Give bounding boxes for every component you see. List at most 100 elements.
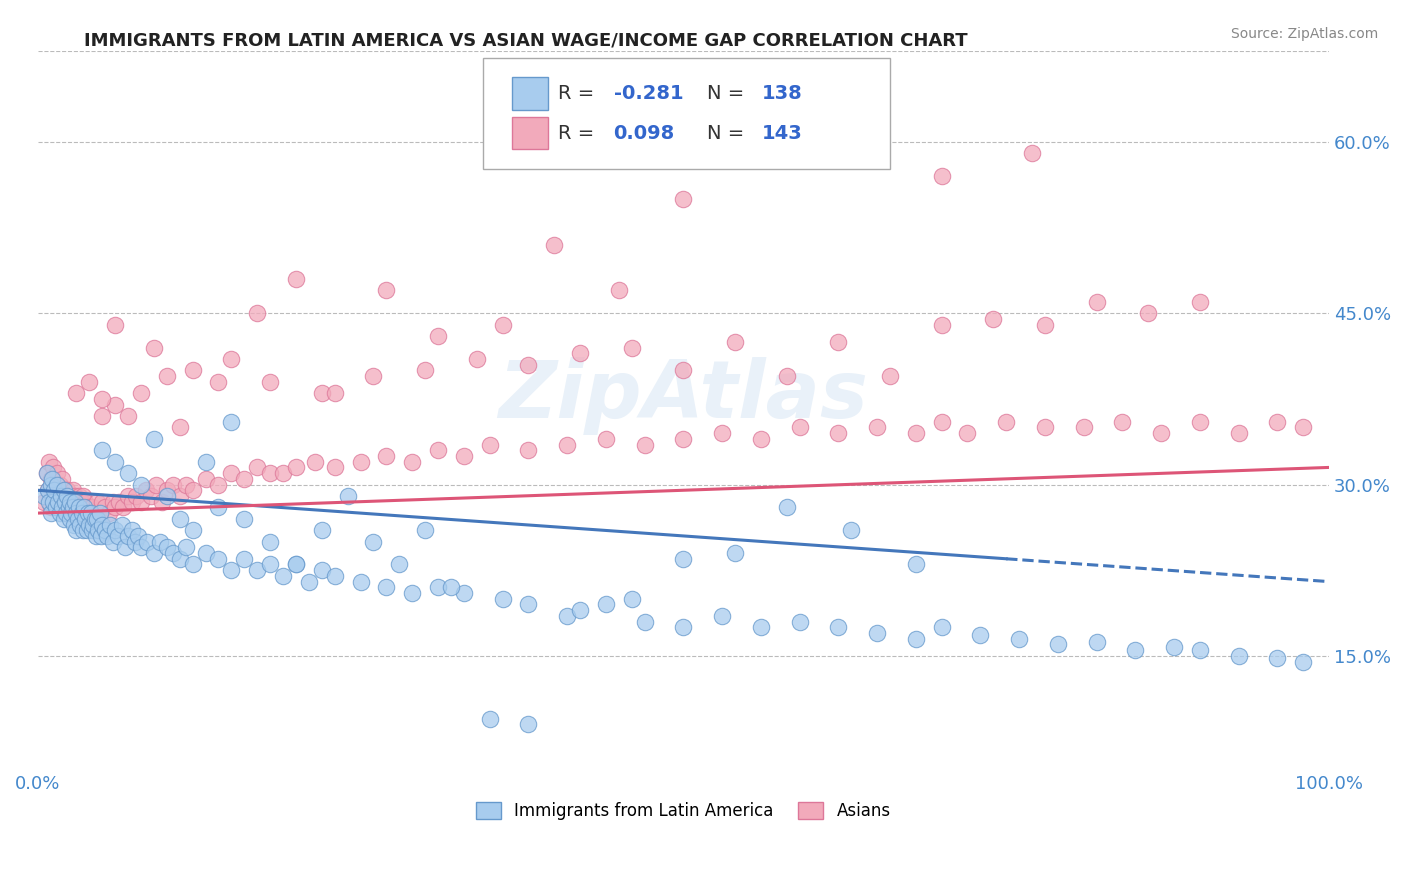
- Point: [259, 375, 281, 389]
- Point: [37, 483, 59, 498]
- Text: N =: N =: [707, 84, 749, 103]
- Point: [724, 334, 747, 349]
- Point: [129, 386, 152, 401]
- Point: [169, 512, 191, 526]
- Point: [517, 598, 540, 612]
- Point: [440, 580, 463, 594]
- Point: [1150, 426, 1173, 441]
- Point: [104, 500, 127, 515]
- Point: [491, 591, 513, 606]
- Point: [633, 437, 655, 451]
- Point: [595, 598, 617, 612]
- Point: [77, 506, 100, 520]
- Point: [39, 472, 62, 486]
- Point: [45, 500, 67, 515]
- Point: [1085, 294, 1108, 309]
- Point: [108, 494, 131, 508]
- Point: [51, 500, 73, 515]
- Point: [48, 477, 70, 491]
- Point: [76, 506, 98, 520]
- Point: [1008, 632, 1031, 646]
- Point: [866, 626, 889, 640]
- Point: [1085, 635, 1108, 649]
- Legend: Immigrants from Latin America, Asians: Immigrants from Latin America, Asians: [470, 795, 897, 826]
- Point: [39, 506, 62, 520]
- Point: [91, 443, 114, 458]
- Point: [233, 551, 256, 566]
- Point: [956, 426, 979, 441]
- Point: [53, 494, 76, 508]
- Point: [607, 284, 630, 298]
- Point: [70, 506, 93, 520]
- Point: [1188, 415, 1211, 429]
- Point: [363, 534, 385, 549]
- Point: [46, 466, 69, 480]
- Point: [284, 272, 307, 286]
- Point: [620, 591, 643, 606]
- Point: [145, 477, 167, 491]
- Point: [42, 460, 65, 475]
- Point: [96, 529, 118, 543]
- Point: [453, 449, 475, 463]
- Point: [73, 506, 96, 520]
- Point: [221, 466, 243, 480]
- Point: [156, 483, 179, 498]
- Point: [66, 512, 89, 526]
- Point: [91, 517, 114, 532]
- Point: [55, 494, 77, 508]
- Point: [246, 460, 269, 475]
- Point: [569, 346, 592, 360]
- Point: [111, 500, 134, 515]
- Point: [1188, 643, 1211, 657]
- Point: [711, 426, 734, 441]
- Text: 143: 143: [762, 123, 803, 143]
- Point: [931, 169, 953, 184]
- Point: [401, 586, 423, 600]
- Text: R =: R =: [558, 123, 600, 143]
- Text: R =: R =: [558, 84, 600, 103]
- FancyBboxPatch shape: [512, 117, 548, 149]
- Text: ZipAtlas: ZipAtlas: [498, 357, 869, 435]
- Point: [79, 375, 101, 389]
- Point: [181, 523, 204, 537]
- Point: [89, 506, 111, 520]
- Point: [246, 306, 269, 320]
- Point: [65, 523, 87, 537]
- Point: [1073, 420, 1095, 434]
- Point: [63, 500, 86, 515]
- Point: [141, 489, 163, 503]
- Point: [672, 432, 695, 446]
- Point: [46, 489, 69, 503]
- Point: [125, 489, 148, 503]
- Point: [67, 489, 90, 503]
- Point: [336, 489, 359, 503]
- Point: [169, 551, 191, 566]
- Point: [41, 489, 63, 503]
- Point: [284, 558, 307, 572]
- Point: [46, 494, 69, 508]
- Point: [853, 146, 876, 161]
- Point: [82, 517, 104, 532]
- Point: [69, 500, 91, 515]
- Point: [931, 318, 953, 332]
- Point: [117, 409, 139, 423]
- Point: [375, 284, 398, 298]
- Point: [349, 574, 371, 589]
- Point: [117, 489, 139, 503]
- Point: [298, 574, 321, 589]
- Point: [156, 541, 179, 555]
- Point: [453, 586, 475, 600]
- Point: [259, 558, 281, 572]
- Point: [150, 494, 173, 508]
- Point: [724, 546, 747, 560]
- Point: [52, 494, 75, 508]
- Point: [107, 529, 129, 543]
- Point: [38, 455, 60, 469]
- Point: [827, 620, 849, 634]
- Text: IMMIGRANTS FROM LATIN AMERICA VS ASIAN WAGE/INCOME GAP CORRELATION CHART: IMMIGRANTS FROM LATIN AMERICA VS ASIAN W…: [84, 31, 967, 49]
- Point: [827, 334, 849, 349]
- Point: [375, 449, 398, 463]
- Point: [323, 386, 346, 401]
- Point: [35, 466, 58, 480]
- Point: [55, 506, 77, 520]
